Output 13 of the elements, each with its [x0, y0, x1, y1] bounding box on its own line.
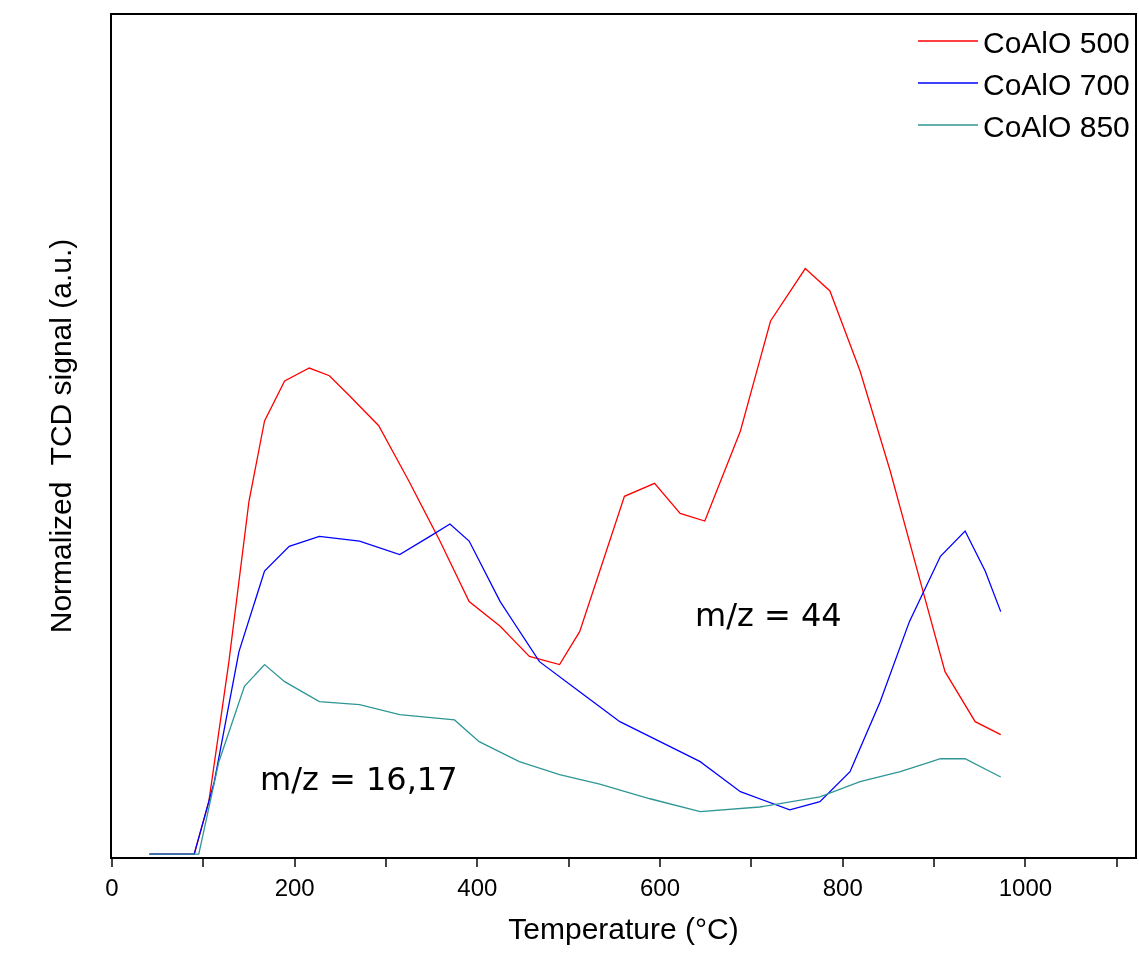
x-tick-label: 600	[640, 873, 681, 901]
legend-label: CoAlO 500	[983, 25, 1130, 59]
x-tick-label: 400	[457, 873, 498, 901]
annotation: m/z = 44	[695, 596, 842, 634]
annotation: m/z = 16,17	[260, 760, 458, 798]
legend-label: CoAlO 700	[983, 67, 1130, 101]
x-tick-label: 0	[105, 873, 119, 901]
x-tick-label: 1000	[998, 873, 1053, 901]
x-axis-title: Temperature (°C)	[508, 911, 739, 945]
y-axis-title: Normalized TCD signal (a.u.)	[43, 238, 77, 634]
x-tick-label: 800	[822, 873, 863, 901]
x-tick-label: 200	[274, 873, 315, 901]
legend-label: CoAlO 850	[983, 109, 1130, 143]
